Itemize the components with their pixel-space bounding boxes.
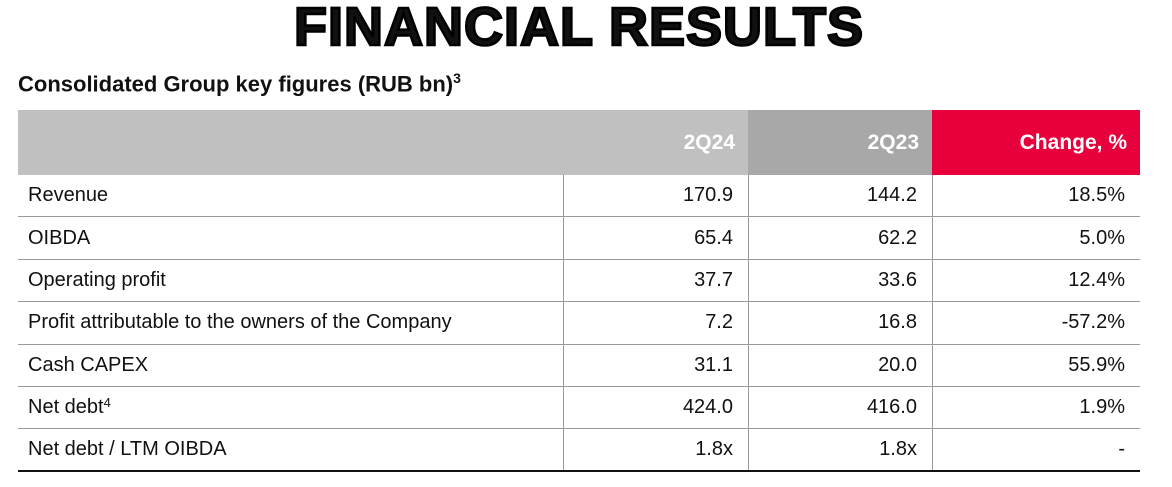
table-cell: 5.0%: [932, 217, 1140, 259]
table-cell: 31.1: [563, 344, 748, 386]
table-cell: 18.5%: [932, 175, 1140, 217]
column-header: Change, %: [932, 110, 1140, 175]
table-cell: 7.2: [563, 302, 748, 344]
table-cell: 65.4: [563, 217, 748, 259]
row-label: Net debt / LTM OIBDA: [18, 429, 563, 469]
row-label-text: OIBDA: [28, 226, 91, 249]
table-row: Profit attributable to the owners of the…: [18, 302, 1140, 345]
table-row: Net debt / LTM OIBDA 1.8x 1.8x -: [18, 429, 1140, 472]
table-cell: 12.4%: [932, 259, 1140, 302]
table-row: Cash CAPEX 31.1 20.0 55.9%: [18, 344, 1140, 387]
row-label: Profit attributable to the owners of the…: [18, 302, 563, 343]
table-row: Revenue 170.9 144.2 18.5%: [18, 175, 1140, 218]
table-cell: 1.8x: [563, 429, 748, 470]
table-cell: 62.2: [748, 217, 932, 259]
table-cell: 33.6: [748, 259, 932, 302]
row-label: Operating profit: [18, 260, 563, 301]
row-label-text: Revenue: [28, 184, 109, 207]
column-header: 2Q23: [748, 110, 932, 175]
table-cell: 55.9%: [932, 344, 1140, 386]
table-cell: 1.8x: [748, 429, 932, 470]
table-cell: -57.2%: [932, 302, 1140, 344]
subtitle: Consolidated Group key figures (RUB bn)3: [18, 70, 461, 97]
table-cell: 37.7: [563, 259, 748, 302]
row-label-text: Net debt / LTM OIBDA: [28, 438, 227, 461]
subtitle-text: Consolidated Group key figures (RUB bn): [18, 71, 454, 97]
table-cell: 16.8: [748, 302, 932, 344]
table-row: OIBDA 65.4 62.2 5.0%: [18, 217, 1140, 260]
title: FINANCIAL RESULTS: [293, 0, 865, 58]
table-row: Operating profit 37.7 33.6 12.4%: [18, 259, 1140, 303]
row-label: Cash CAPEX: [18, 345, 563, 386]
row-label-text: Operating profit: [28, 268, 166, 291]
row-label-text: Profit attributable to the owners of the…: [28, 311, 452, 334]
header-row: 2Q24 2Q23 Change, %: [18, 110, 1140, 175]
table-row: Net debt 4 424.0 416.0 1.9%: [18, 386, 1140, 430]
table: 2Q24 2Q23 Change, % Revenue 170.9 144.2 18.5%…: [18, 110, 1140, 472]
table-cell: 170.9: [563, 175, 748, 217]
table-cell: 424.0: [563, 386, 748, 429]
header-blank: [18, 110, 563, 175]
table-cell: 20.0: [748, 344, 932, 386]
table-cell: 1.9%: [932, 386, 1140, 429]
table-cell: 416.0: [748, 386, 932, 429]
column-header: 2Q24: [563, 110, 748, 175]
row-label-text: Cash CAPEX: [28, 353, 149, 376]
row-label: Revenue: [18, 175, 563, 216]
row-label: Net debt 4: [18, 387, 563, 428]
table-cell: 144.2: [748, 175, 932, 217]
footnote-mark: 4: [103, 394, 111, 410]
row-label: OIBDA: [18, 217, 563, 258]
row-label-text: Net debt: [28, 396, 104, 419]
table-cell: -: [932, 429, 1140, 470]
footnote-mark: 3: [453, 70, 461, 86]
